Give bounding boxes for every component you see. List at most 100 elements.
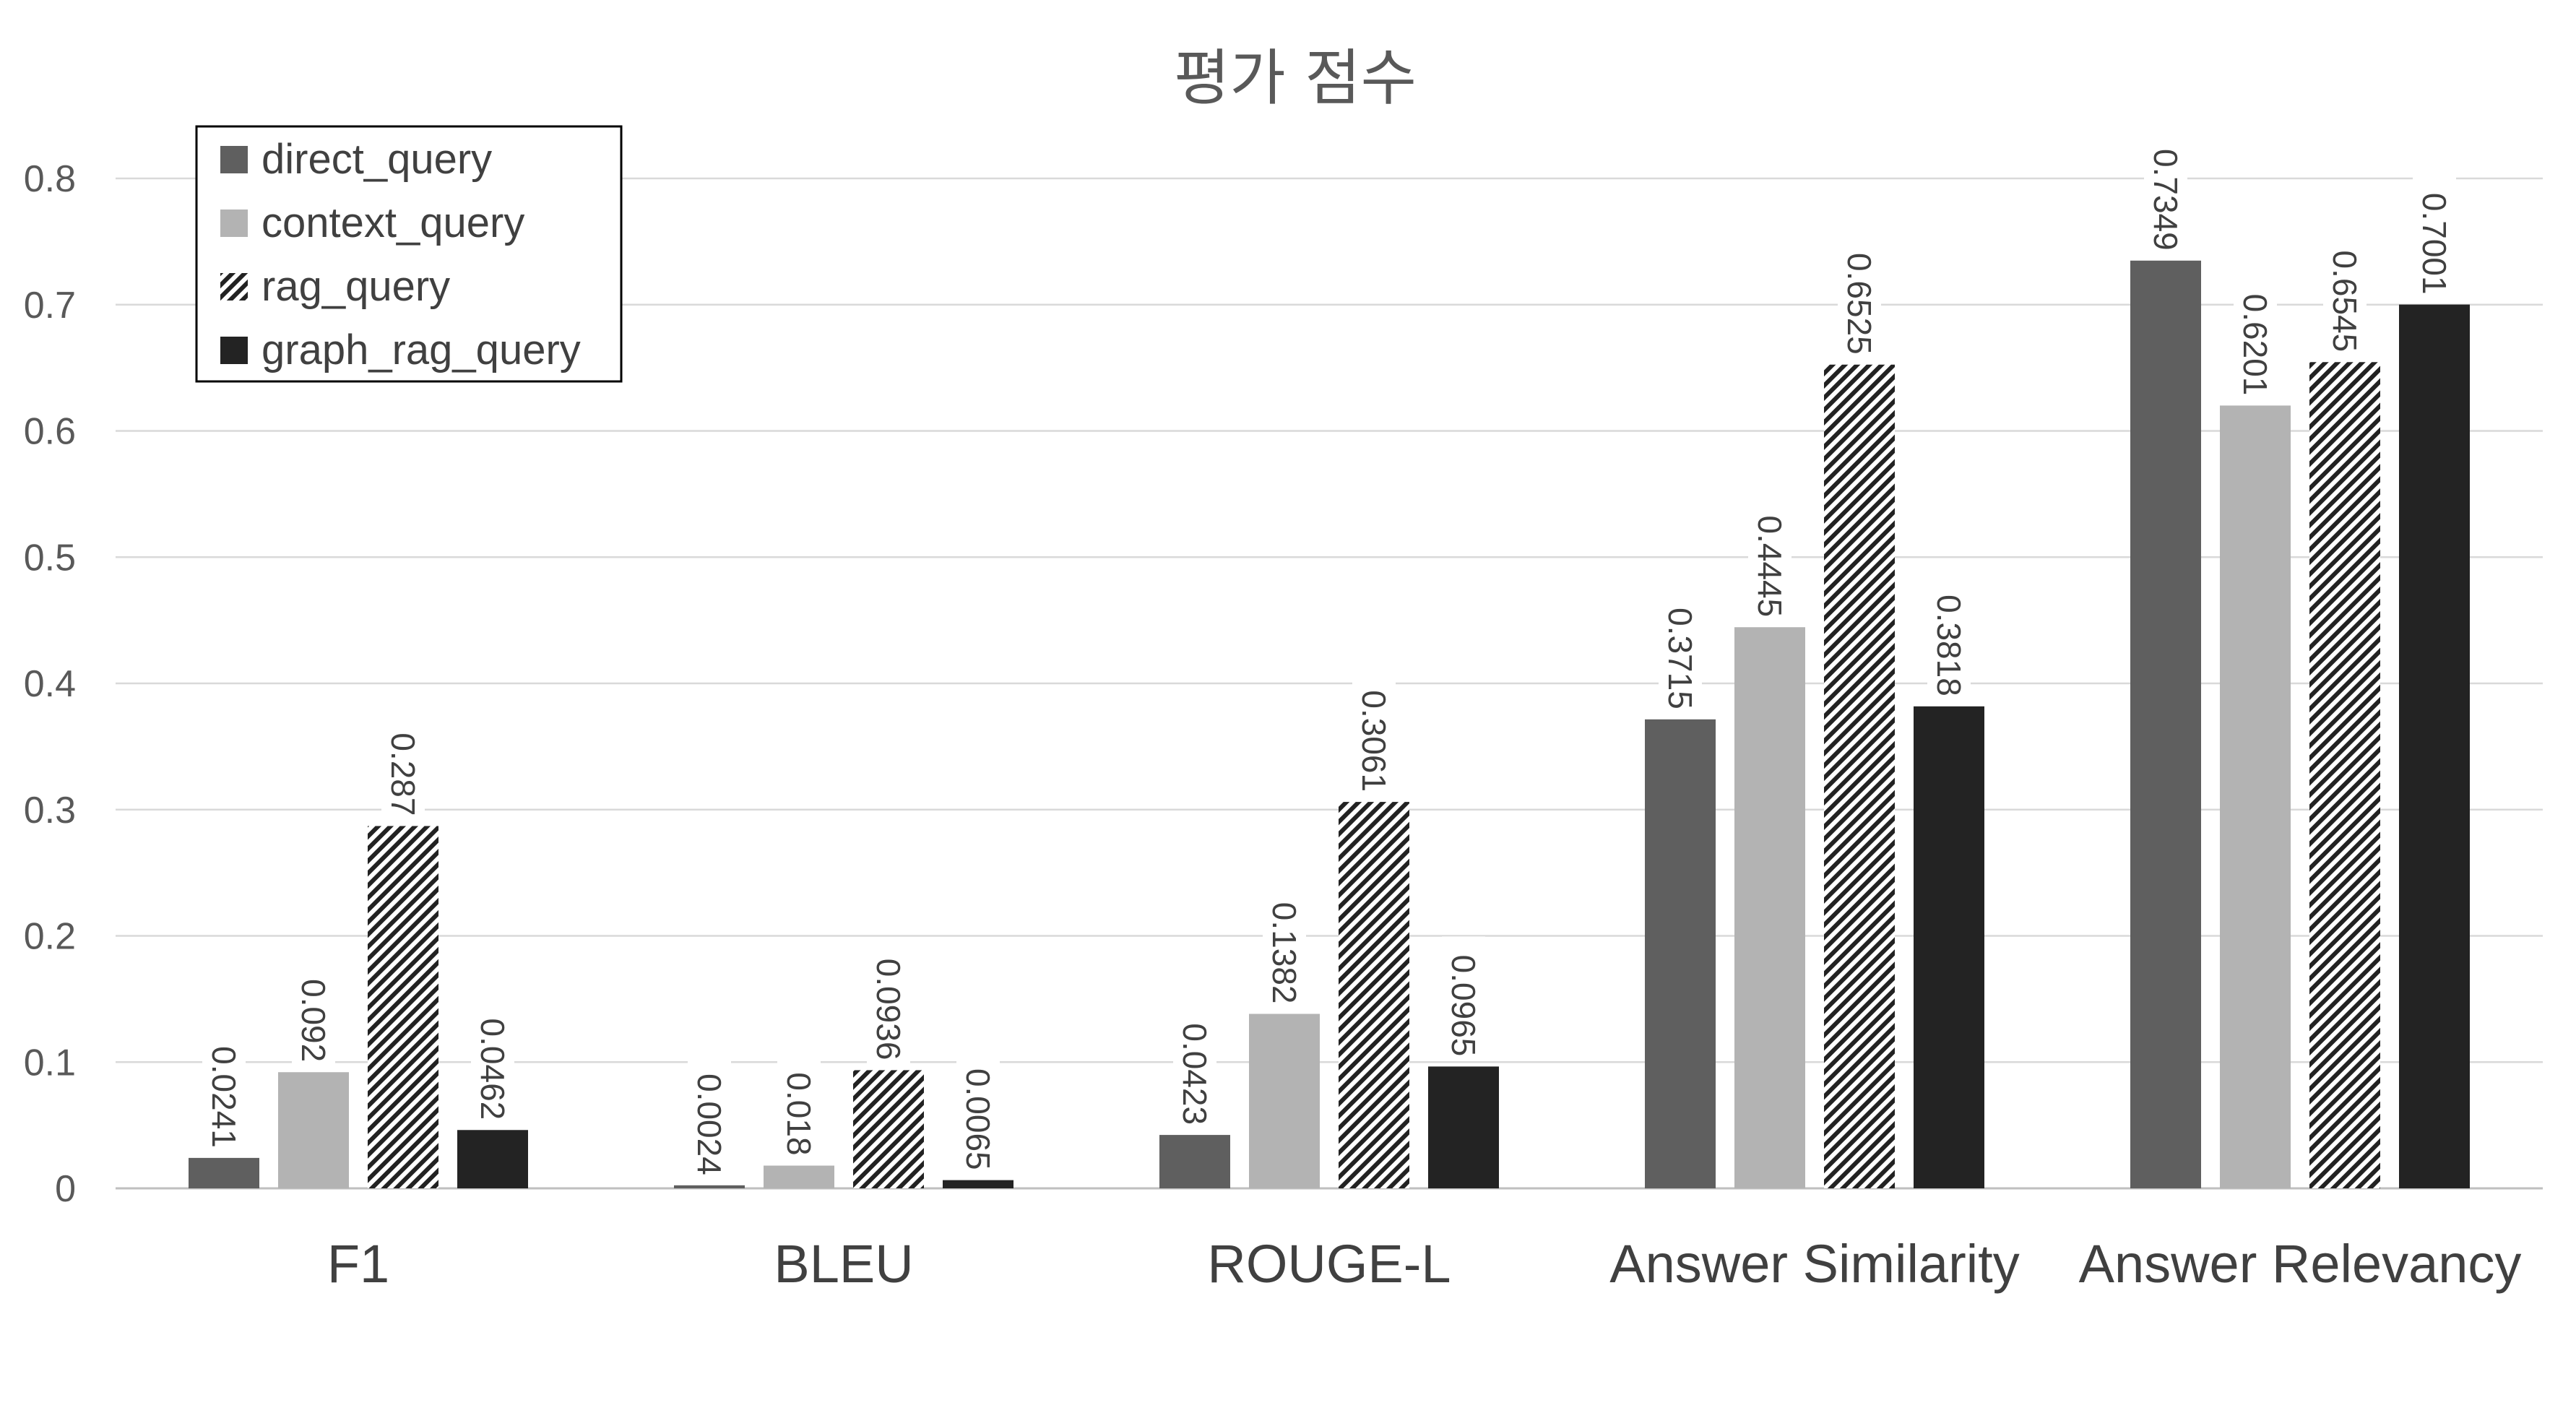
- bar-graph_rag_query: [943, 1180, 1013, 1188]
- data-label: 0.0936: [870, 959, 907, 1060]
- bar-direct_query: [1159, 1135, 1230, 1188]
- bar-context_query: [2220, 405, 2291, 1188]
- bar-rag_query: [2309, 362, 2380, 1189]
- legend-swatch-context_query: [220, 209, 248, 237]
- legend-label-context_query: context_query: [262, 199, 524, 246]
- y-tick-label: 0: [55, 1168, 76, 1210]
- data-label-backdrop: [956, 1050, 1000, 1175]
- data-label-backdrop: [292, 961, 335, 1067]
- data-label-group: 0.0241: [202, 1027, 246, 1152]
- data-label: 0.092: [295, 979, 332, 1062]
- data-label-backdrop: [1352, 672, 1396, 797]
- data-label: 0.7001: [2416, 193, 2453, 295]
- bar-graph_rag_query: [1428, 1066, 1499, 1188]
- data-label: 0.6545: [2326, 251, 2364, 353]
- data-label: 0.3715: [1661, 608, 1699, 709]
- legend-box: [195, 125, 623, 383]
- data-label-group: 0.092: [292, 961, 335, 1067]
- bar-context_query: [1734, 627, 1805, 1188]
- data-label-backdrop: [471, 1000, 514, 1125]
- bar-rag_query: [1339, 802, 1409, 1188]
- bar-rag_query: [1824, 364, 1895, 1189]
- data-label-backdrop: [1442, 936, 1485, 1061]
- data-label: 0.1382: [1266, 902, 1303, 1004]
- data-label: 0.018: [780, 1072, 818, 1155]
- data-label-group: 0.7001: [2413, 174, 2456, 299]
- x-tick-label: BLEU: [774, 1234, 913, 1294]
- data-label: 0.6201: [2236, 294, 2274, 396]
- data-label-group: 0.0462: [471, 1000, 514, 1125]
- data-labels: 0.0241 0.092 0.287 0.0462 0.0024 0.018 0.0936 0…: [202, 130, 2456, 1180]
- x-tick-label: F1: [327, 1234, 389, 1294]
- data-label-group: 0.3715: [1659, 589, 1702, 714]
- data-label-group: 0.0065: [956, 1050, 1000, 1175]
- data-label: 0.0423: [1176, 1023, 1214, 1125]
- y-tick-label: 0.3: [24, 790, 76, 831]
- data-label-group: 0.0936: [867, 940, 910, 1065]
- x-tick-label: Answer Similarity: [1609, 1234, 2019, 1294]
- bar-context_query: [764, 1165, 834, 1188]
- bar-context_query: [1249, 1014, 1320, 1188]
- bar-graph_rag_query: [1914, 706, 1984, 1188]
- chart-title: 평가 점수: [1174, 43, 1417, 113]
- bar-graph_rag_query: [457, 1130, 528, 1188]
- data-label: 0.0462: [474, 1019, 511, 1120]
- legend-label-rag_query: rag_query: [262, 263, 450, 310]
- data-label: 0.0024: [691, 1073, 728, 1175]
- data-label: 0.6525: [1841, 253, 1878, 355]
- data-label-backdrop: [2234, 275, 2277, 400]
- legend-label-direct_query: direct_query: [262, 136, 492, 183]
- legend: direct_query context_query rag_query graph_…: [195, 125, 623, 383]
- y-tick-label: 0.6: [24, 411, 76, 453]
- y-tick-label: 0.5: [24, 537, 76, 579]
- data-label: 0.287: [384, 733, 422, 816]
- y-tick-label: 0.8: [24, 158, 76, 200]
- data-label: 0.3061: [1355, 690, 1393, 792]
- bars: [189, 260, 2470, 1189]
- data-label-group: 0.3061: [1352, 672, 1396, 797]
- data-label-backdrop: [1263, 883, 1306, 1008]
- legend-swatch-rag_query: [220, 273, 248, 301]
- bar-direct_query: [1645, 719, 1716, 1188]
- data-label-group: 0.6545: [2323, 232, 2367, 357]
- y-tick-label: 0.1: [24, 1042, 76, 1084]
- data-label-group: 0.6525: [1838, 234, 1881, 359]
- data-label: 0.4445: [1751, 516, 1789, 618]
- data-label-backdrop: [1838, 234, 1881, 359]
- data-label-group: 0.3818: [1927, 576, 1971, 701]
- bar-rag_query: [368, 826, 438, 1188]
- x-tick-label: Answer Relevancy: [2079, 1234, 2522, 1294]
- data-label-group: 0.018: [777, 1054, 821, 1160]
- data-label-backdrop: [2323, 232, 2367, 357]
- data-label: 0.0241: [205, 1046, 243, 1148]
- data-label: 0.7349: [2147, 149, 2184, 251]
- data-label-group: 0.0965: [1442, 936, 1485, 1061]
- data-label: 0.0965: [1445, 955, 1482, 1057]
- y-axis-tick-labels: 0 0.1 0.2 0.3 0.4 0.5 0.6 0.7 0.8: [24, 158, 76, 1210]
- legend-swatch-direct_query: [220, 146, 248, 173]
- data-label-group: 0.287: [381, 714, 425, 821]
- bar-direct_query: [674, 1185, 745, 1188]
- y-tick-label: 0.4: [24, 663, 76, 705]
- data-label-backdrop: [688, 1055, 731, 1180]
- data-label-group: 0.4445: [1748, 497, 1791, 622]
- data-label-backdrop: [2413, 174, 2456, 299]
- x-axis-tick-labels: F1 BLEU ROUGE-L Answer Similarity Answer Rel…: [327, 1234, 2522, 1294]
- bar-context_query: [278, 1072, 349, 1188]
- data-label-backdrop: [867, 940, 910, 1065]
- bar-graph_rag_query: [2399, 304, 2470, 1189]
- data-label: 0.3818: [1930, 595, 1968, 696]
- data-label-group: 0.0024: [688, 1055, 731, 1180]
- x-tick-label: ROUGE-L: [1207, 1234, 1451, 1294]
- data-label-backdrop: [1927, 576, 1971, 701]
- bar-rag_query: [853, 1070, 924, 1188]
- data-label-group: 0.1382: [1263, 883, 1306, 1008]
- data-label: 0.0065: [959, 1068, 997, 1170]
- data-label-backdrop: [2144, 130, 2187, 255]
- data-label-backdrop: [1748, 497, 1791, 622]
- data-label-group: 0.7349: [2144, 130, 2187, 255]
- data-label-backdrop: [1659, 589, 1702, 714]
- data-label-group: 0.6201: [2234, 275, 2277, 400]
- y-tick-label: 0.2: [24, 916, 76, 958]
